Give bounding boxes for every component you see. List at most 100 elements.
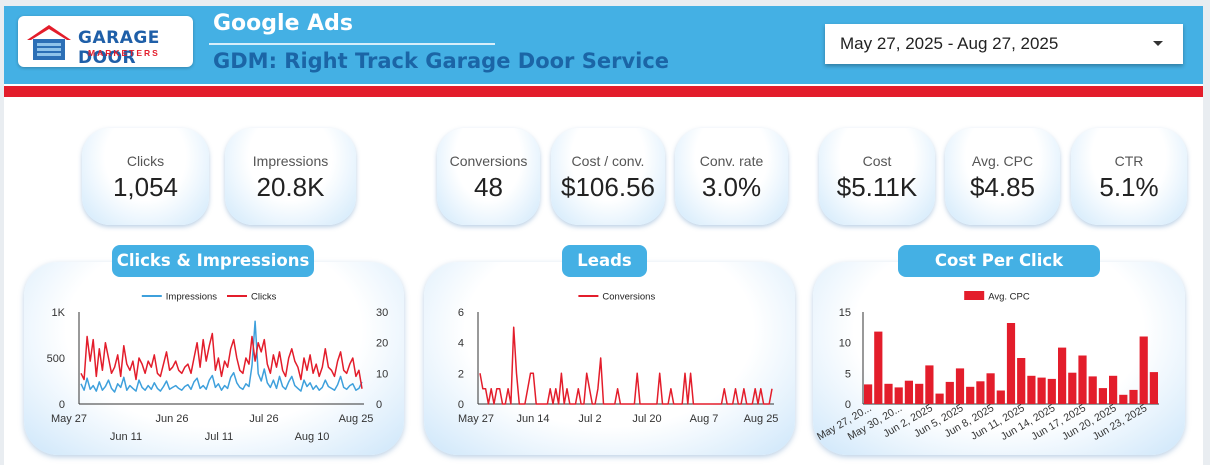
y-tick-label: 15: [839, 307, 851, 319]
y-right-tick-label: 30: [376, 307, 388, 319]
cpc-bar: [1027, 375, 1036, 404]
x-tick-label: Aug 25: [744, 413, 779, 425]
logo-text-primary: GARAGE DOOR: [78, 28, 160, 68]
cpc-bar: [966, 386, 975, 404]
cpc-bar: [1058, 347, 1067, 404]
clicks-impressions-chart: Impressions Clicks 1K 500 0 30 20 10 0 May 27 Jun …: [47, 292, 389, 444]
legend-swatch: [964, 291, 985, 300]
cpc-bar: [935, 393, 944, 404]
date-range-value: May 27, 2025 - Aug 27, 2025: [840, 34, 1059, 53]
kpi-label: Conversions: [449, 153, 528, 169]
kpi-cost: Cost $5.11K: [819, 128, 935, 225]
leads-title: Leads: [562, 245, 647, 277]
x-tick-label: Jul 11: [205, 431, 234, 443]
x-tick-label: Jul 26: [249, 413, 278, 425]
x-tick-label: May 27: [51, 413, 87, 425]
clicks-impressions-title: Clicks & Impressions: [112, 245, 314, 277]
kpi-label: Cost / conv.: [571, 153, 645, 169]
kpi-value: $106.56: [561, 172, 655, 202]
clicks-impressions-panel: Impressions Clicks 1K 500 0 30 20 10 0 May 27 Jun …: [24, 262, 404, 455]
y-right-tick-label: 10: [376, 368, 388, 380]
y-tick-label: 0: [458, 399, 464, 411]
x-tick-label: Jun 26: [155, 413, 188, 425]
x-tick-label: Aug 25: [339, 413, 374, 425]
y-left-tick-label: 500: [47, 353, 65, 365]
kpi-label: Clicks: [126, 153, 165, 169]
kpi-clicks: Clicks 1,054: [82, 128, 209, 225]
logo-text-secondary: MARKETERS: [88, 48, 160, 58]
report-header: GARAGE DOOR MARKETERS Google Ads GDM: Ri…: [4, 6, 1203, 84]
leads-panel: Conversions 6 4 2 0 May 27 Jun 14 Jul 2 Jul 20 Au…: [424, 262, 795, 455]
y-right-tick-label: 20: [376, 338, 388, 350]
cpc-bar: [1078, 355, 1087, 404]
kpi-value: $5.11K: [836, 172, 918, 202]
kpi-impressions: Impressions 20.8K: [225, 128, 356, 225]
cpc-bar: [1149, 372, 1158, 404]
cpc-bar: [1129, 389, 1138, 404]
cpc-bar: [1109, 375, 1118, 404]
kpi-value: 3.0%: [701, 172, 762, 202]
legend-label: Conversions: [602, 292, 655, 303]
kpi-label: Conv. rate: [699, 153, 764, 169]
header-accent-bar: [4, 86, 1203, 97]
y-tick-label: 4: [458, 338, 464, 350]
x-tick-label: May 27: [458, 413, 494, 425]
cpc-bar: [1037, 377, 1046, 404]
report-title: Google Ads: [213, 11, 354, 36]
cpc-bar: [986, 373, 995, 404]
cpc-bar: [884, 383, 893, 404]
company-logo: GARAGE DOOR MARKETERS: [18, 16, 193, 68]
cpc-bar: [996, 390, 1005, 404]
y-tick-label: 2: [458, 368, 464, 380]
cpc-bar: [976, 381, 985, 404]
cpc-bar: [1017, 358, 1026, 404]
kpi-value: 5.1%: [1099, 172, 1159, 202]
y-left-tick-label: 1K: [52, 307, 66, 319]
kpi-label: Avg. CPC: [971, 153, 1034, 169]
cpc-bar: [1068, 372, 1077, 404]
cpc-bar: [1119, 394, 1128, 404]
cpc-bar: [864, 384, 873, 404]
series-line-clicks: [80, 332, 363, 389]
cpc-bar: [915, 383, 924, 404]
kpi-label: Cost: [862, 153, 892, 169]
x-tick-label: Jul 2: [578, 413, 601, 425]
series-line-impressions: [80, 320, 363, 393]
kpi-value: 20.8K: [256, 172, 325, 202]
leads-chart: Conversions 6 4 2 0 May 27 Jun 14 Jul 2 Jul 20 Au…: [458, 292, 779, 426]
cost-per-click-panel: Avg. CPC 15 10 5 0 May 27, 20... May 30, 20...…: [813, 262, 1185, 455]
report-page: GARAGE DOOR MARKETERS Google Ads GDM: Ri…: [4, 6, 1203, 465]
kpi-value: 1,054: [112, 172, 179, 202]
y-tick-label: 6: [458, 307, 464, 319]
cpc-bar: [874, 331, 883, 404]
y-tick-label: 10: [839, 338, 851, 350]
cpc-bar: [1047, 378, 1056, 404]
cpc-bar: [1006, 323, 1016, 404]
y-right-tick-label: 0: [376, 399, 382, 411]
chevron-down-icon[interactable]: [1153, 41, 1163, 46]
cpc-bar: [1088, 376, 1097, 404]
date-range-picker[interactable]: May 27, 2025 - Aug 27, 2025: [825, 24, 1183, 64]
cpc-bar: [1139, 336, 1148, 404]
x-tick-label: Jun 14: [516, 413, 549, 425]
y-left-tick-label: 0: [59, 399, 65, 411]
kpi-value: $4.85: [969, 172, 1036, 202]
kpi-cost-per-conversion: Cost / conv. $106.56: [551, 128, 665, 225]
kpi-value: 48: [474, 172, 503, 202]
report-subtitle: GDM: Right Track Garage Door Service: [213, 49, 670, 73]
legend-label: Clicks: [251, 292, 277, 303]
x-tick-label: Aug 7: [690, 413, 719, 425]
cpc-bar: [925, 365, 934, 404]
kpi-conversion-rate: Conv. rate 3.0%: [675, 128, 788, 225]
kpi-avg-cpc: Avg. CPC $4.85: [945, 128, 1060, 225]
kpi-conversions: Conversions 48: [437, 128, 540, 225]
kpi-label: Impressions: [252, 153, 329, 169]
cpc-bar: [955, 368, 965, 404]
garage-house-icon: [27, 25, 71, 60]
x-tick-label: Jul 20: [632, 413, 661, 425]
cpc-bar: [945, 381, 954, 404]
cost-per-click-title: Cost Per Click: [898, 245, 1100, 277]
cpc-bar: [1098, 388, 1107, 404]
